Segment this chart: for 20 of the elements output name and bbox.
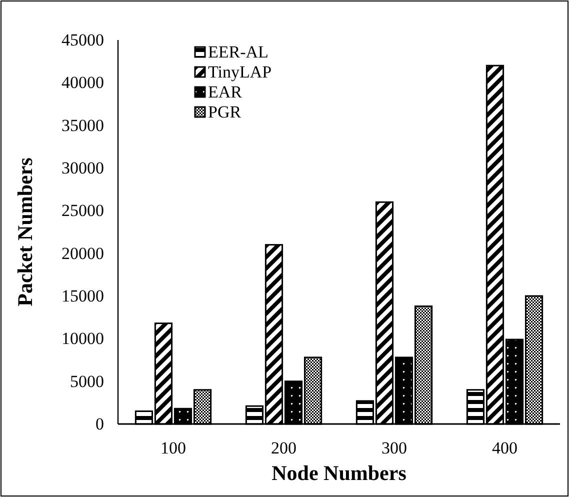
y-tick-label: 0 xyxy=(96,414,104,434)
legend-label: EAR xyxy=(208,82,243,102)
x-tick-label: 400 xyxy=(492,438,518,458)
y-tick-label: 30000 xyxy=(62,158,104,178)
y-tick-label: 20000 xyxy=(62,244,104,263)
y-tick-label: 10000 xyxy=(62,329,104,348)
y-tick-label: 25000 xyxy=(62,201,104,220)
y-tick-label: 15000 xyxy=(62,286,104,306)
y-axis-title: Packet Numbers xyxy=(13,158,37,306)
y-tick-label: 35000 xyxy=(62,116,104,135)
x-tick-label: 200 xyxy=(271,438,296,458)
x-axis-title: Node Numbers xyxy=(272,461,406,485)
y-tick-label: 45000 xyxy=(62,30,104,50)
y-tick-label: 40000 xyxy=(62,73,104,92)
x-tick-label: 100 xyxy=(160,438,186,458)
y-tick-label: 5000 xyxy=(70,372,104,391)
legend-label: TinyLAP xyxy=(208,62,272,82)
legend-label: EER-AL xyxy=(208,42,268,62)
legend-label: PGR xyxy=(208,102,242,122)
x-tick-label: 300 xyxy=(382,438,407,458)
